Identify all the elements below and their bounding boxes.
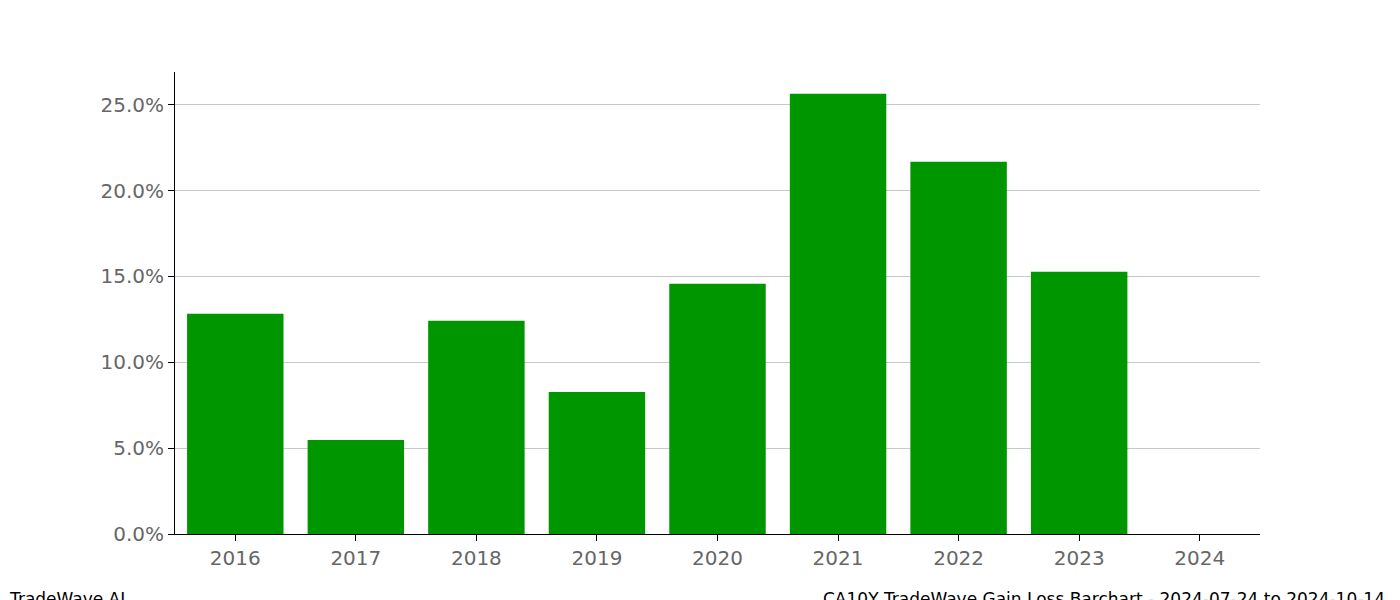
svg-text:2020: 2020 (692, 546, 743, 570)
svg-text:2023: 2023 (1054, 546, 1105, 570)
svg-text:2019: 2019 (571, 546, 622, 570)
svg-text:15.0%: 15.0% (100, 264, 164, 288)
svg-text:10.0%: 10.0% (100, 350, 164, 374)
svg-text:2022: 2022 (933, 546, 984, 570)
svg-text:20.0%: 20.0% (100, 179, 164, 203)
svg-text:2021: 2021 (813, 546, 864, 570)
svg-text:25.0%: 25.0% (100, 93, 164, 117)
svg-text:TradeWave.AI: TradeWave.AI (9, 589, 125, 600)
svg-text:5.0%: 5.0% (113, 436, 164, 460)
svg-text:2024: 2024 (1174, 546, 1225, 570)
svg-text:2017: 2017 (330, 546, 381, 570)
svg-text:2016: 2016 (210, 546, 261, 570)
svg-text:2018: 2018 (451, 546, 502, 570)
svg-text:0.0%: 0.0% (113, 522, 164, 546)
svg-text:CA10Y TradeWave Gain Loss Barc: CA10Y TradeWave Gain Loss Barchart - 202… (823, 589, 1385, 600)
